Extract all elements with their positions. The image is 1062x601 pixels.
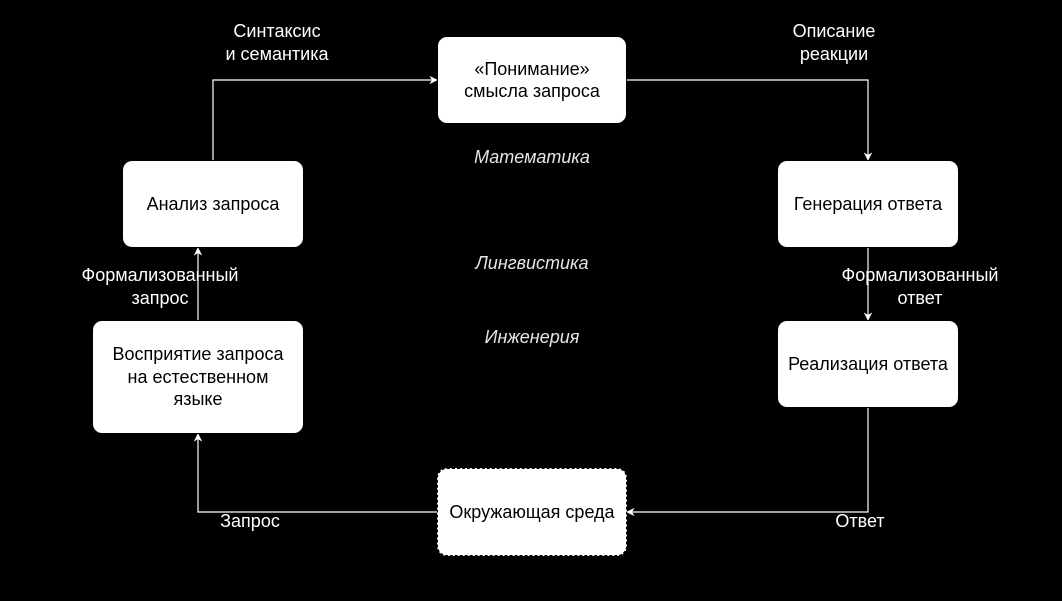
edge-label-answer: Ответ xyxy=(810,510,910,533)
edge-label-formal-answer: Формализованный ответ xyxy=(810,264,1030,309)
edge-label-syntax: Синтаксис и семантика xyxy=(192,20,362,65)
edge-analysis-understanding xyxy=(213,80,437,160)
node-understanding: «Понимание» смысла запроса xyxy=(437,36,627,124)
node-generation: Генерация ответа xyxy=(777,160,959,248)
node-realization: Реализация ответа xyxy=(777,320,959,408)
center-label-linguistics: Лингвистика xyxy=(432,252,632,275)
edge-label-query: Запрос xyxy=(200,510,300,533)
edge-understanding-generation xyxy=(627,80,868,160)
node-label: Реализация ответа xyxy=(788,353,948,376)
center-label-math: Математика xyxy=(432,146,632,169)
node-label: Окружающая среда xyxy=(449,501,614,524)
center-label-engineering: Инженерия xyxy=(432,326,632,349)
node-analysis: Анализ запроса xyxy=(122,160,304,248)
node-label: Генерация ответа xyxy=(794,193,942,216)
node-label: Восприятие запроса на естественном языке xyxy=(101,343,295,411)
edge-environment-perception xyxy=(198,434,437,512)
edge-realization-environment xyxy=(627,408,868,512)
edge-label-formal-query: Формализованный запрос xyxy=(60,264,260,309)
node-perception: Восприятие запроса на естественном языке xyxy=(92,320,304,434)
node-label: Анализ запроса xyxy=(147,193,280,216)
node-label: «Понимание» смысла запроса xyxy=(446,58,618,103)
node-environment: Окружающая среда xyxy=(437,468,627,556)
edge-label-reaction: Описание реакции xyxy=(764,20,904,65)
